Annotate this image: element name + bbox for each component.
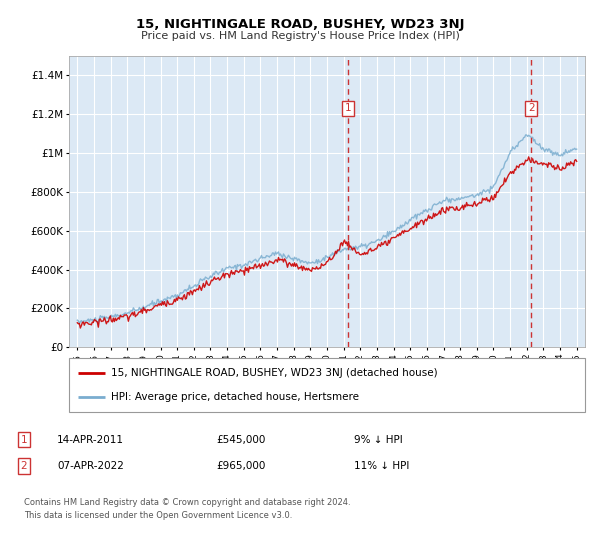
Text: 11% ↓ HPI: 11% ↓ HPI	[354, 461, 409, 471]
Text: 2: 2	[528, 104, 535, 114]
Text: 07-APR-2022: 07-APR-2022	[57, 461, 124, 471]
Text: Contains HM Land Registry data © Crown copyright and database right 2024.
This d: Contains HM Land Registry data © Crown c…	[24, 498, 350, 520]
Text: £545,000: £545,000	[216, 435, 265, 445]
Text: Price paid vs. HM Land Registry's House Price Index (HPI): Price paid vs. HM Land Registry's House …	[140, 31, 460, 41]
Text: 14-APR-2011: 14-APR-2011	[57, 435, 124, 445]
Text: 1: 1	[20, 435, 28, 445]
Text: 9% ↓ HPI: 9% ↓ HPI	[354, 435, 403, 445]
Text: 15, NIGHTINGALE ROAD, BUSHEY, WD23 3NJ (detached house): 15, NIGHTINGALE ROAD, BUSHEY, WD23 3NJ (…	[111, 368, 437, 379]
Text: 2: 2	[20, 461, 28, 471]
Text: 1: 1	[345, 104, 352, 114]
Text: £965,000: £965,000	[216, 461, 265, 471]
Text: 15, NIGHTINGALE ROAD, BUSHEY, WD23 3NJ: 15, NIGHTINGALE ROAD, BUSHEY, WD23 3NJ	[136, 18, 464, 31]
Text: HPI: Average price, detached house, Hertsmere: HPI: Average price, detached house, Hert…	[111, 391, 359, 402]
